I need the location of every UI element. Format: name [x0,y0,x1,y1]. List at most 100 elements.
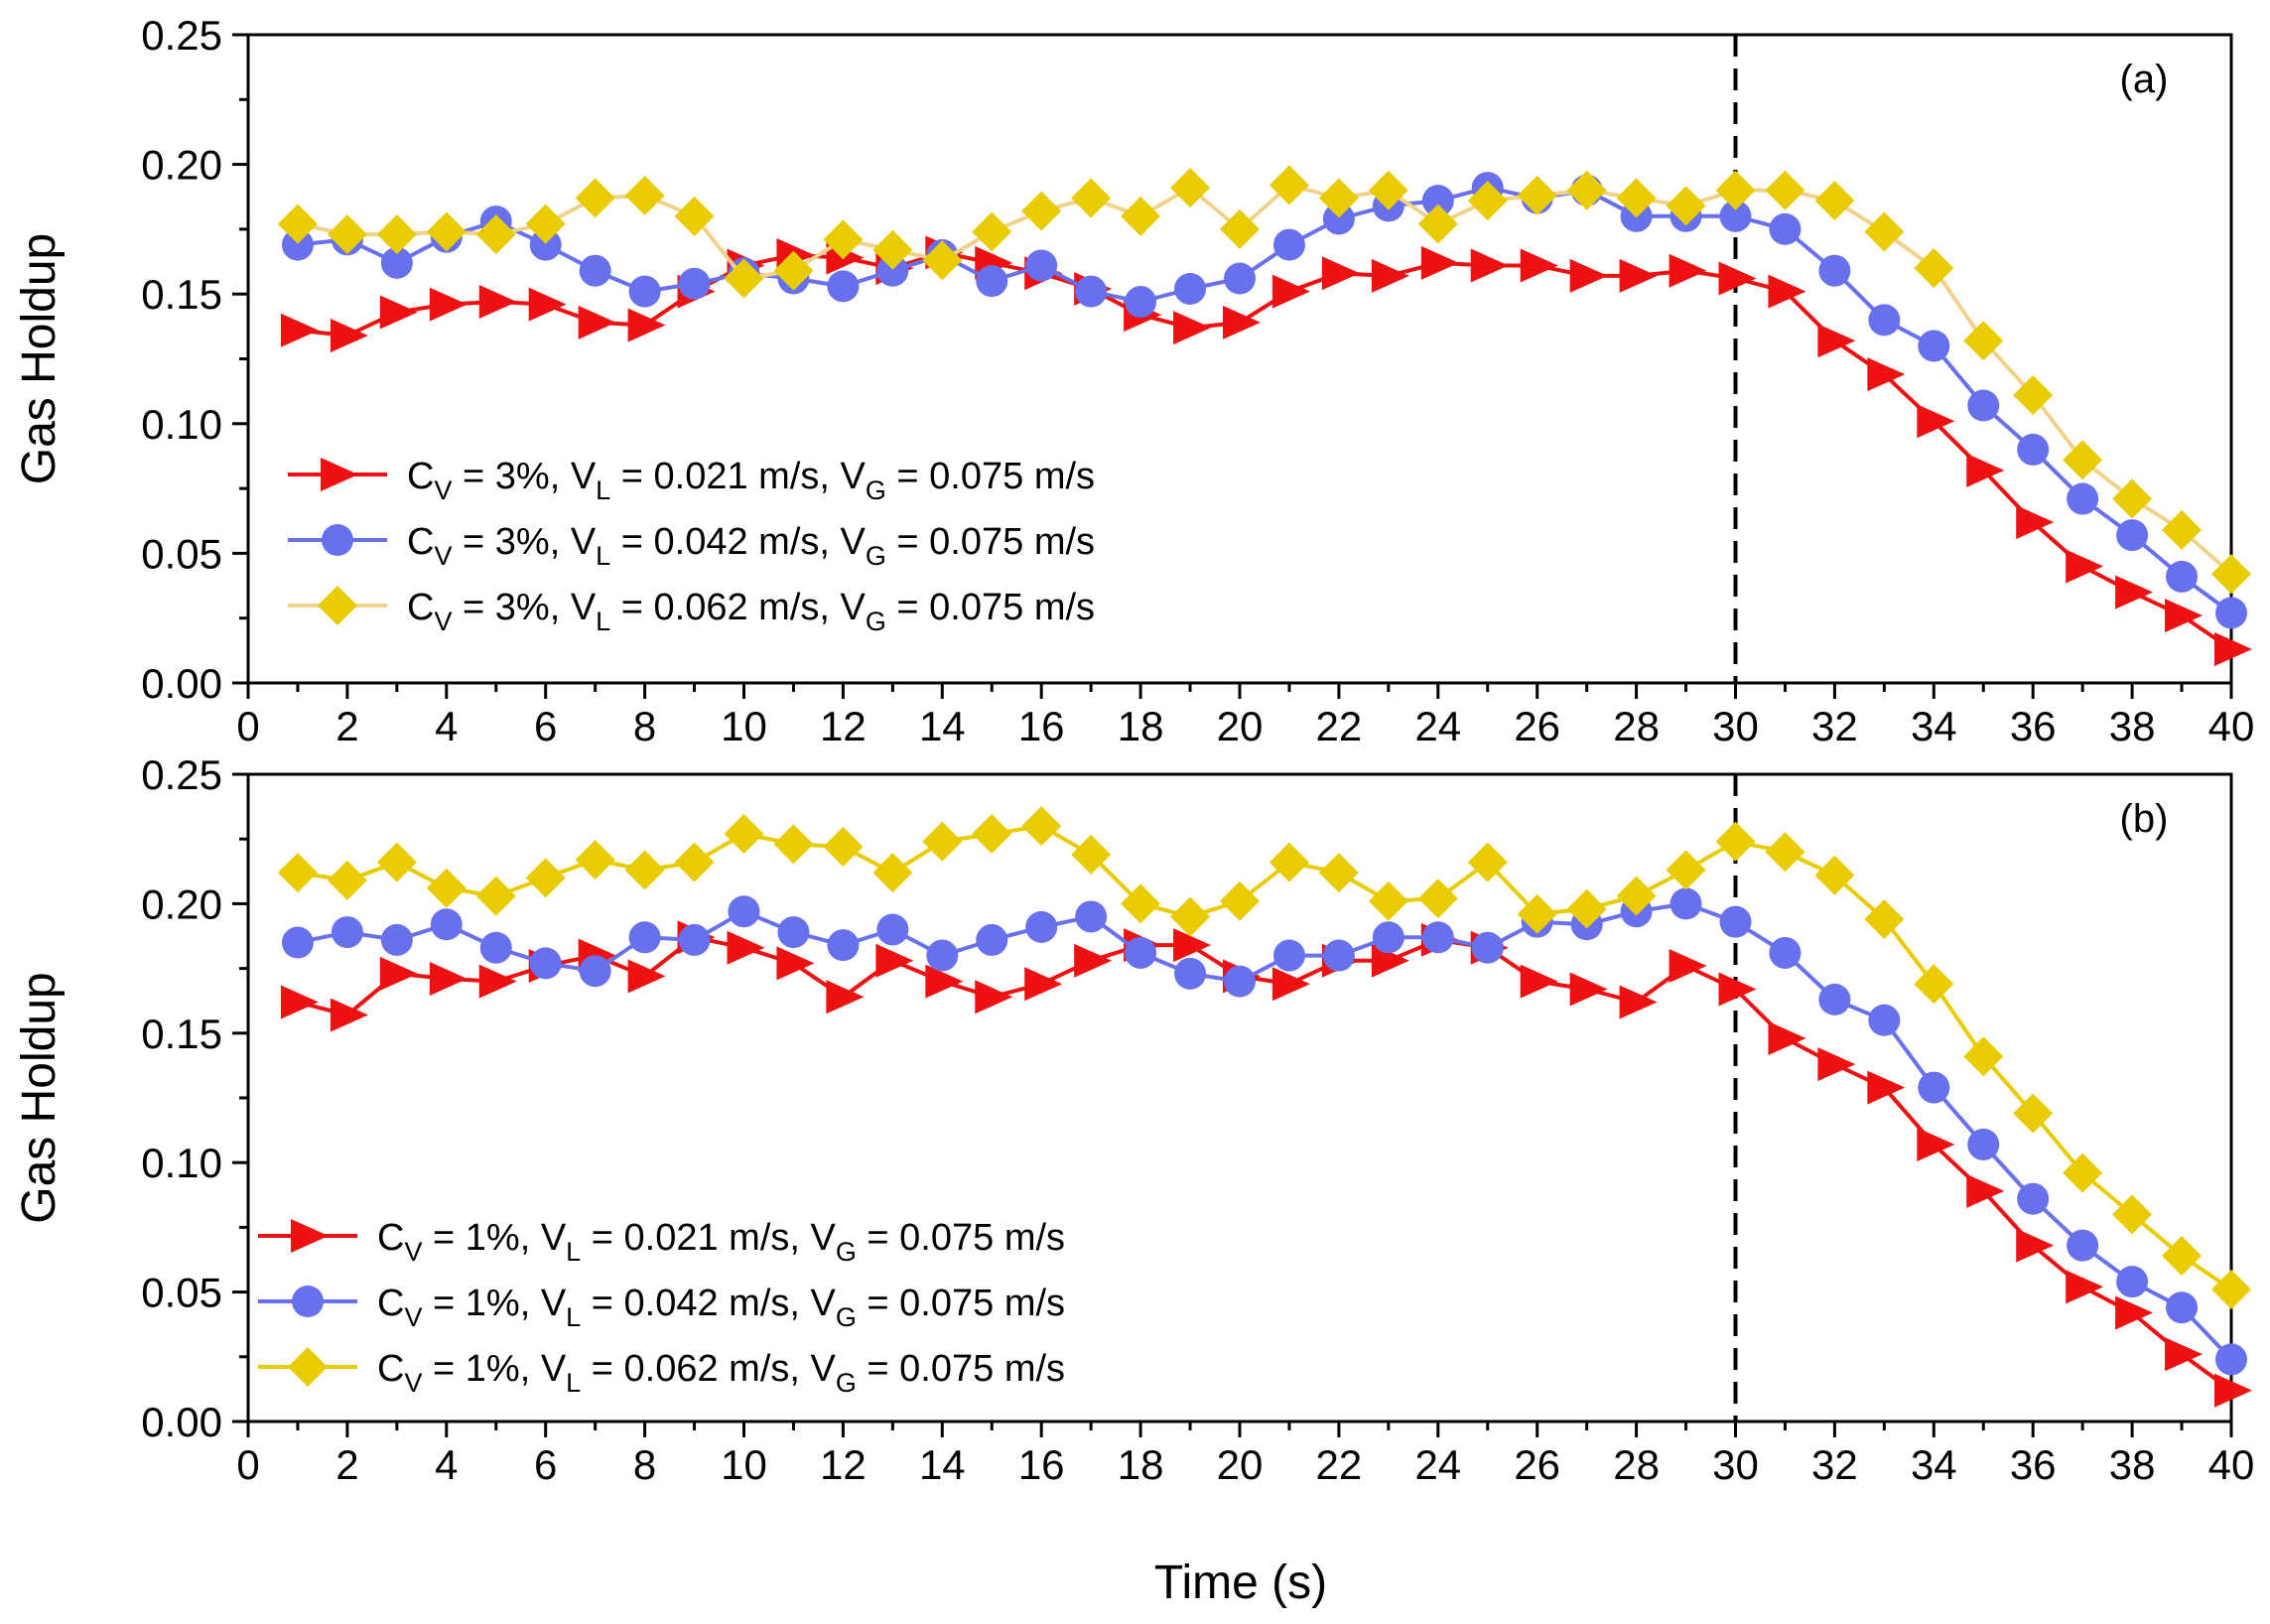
series-line [297,250,2233,651]
x-tick-label: 0 [236,1441,259,1488]
data-point [575,840,615,880]
data-point [2162,509,2203,550]
data-point [1918,330,1950,362]
x-tick-label: 24 [1414,703,1461,749]
x-tick-label: 22 [1316,1441,1363,1488]
data-point [1868,304,1901,337]
data-point [1372,921,1404,954]
y-tick-label: 0.00 [141,1399,222,1445]
data-point [975,980,1013,1015]
data-point [1718,261,1757,296]
series-3 [277,165,2251,595]
series-line [297,824,2233,1291]
x-tick-label: 8 [633,1441,656,1488]
data-point [1421,185,1454,217]
data-point [2067,482,2099,515]
data-point [976,265,1008,298]
data-point [1864,899,1905,940]
data-point [1616,876,1657,916]
data-point [922,821,963,862]
x-tick-label: 30 [1712,703,1759,749]
data-point [872,229,913,270]
x-tick-label: 34 [1911,1441,1957,1488]
series-3 [277,806,2251,1309]
data-point [379,295,418,330]
data-point [281,228,314,261]
series-1 [280,920,2252,1408]
x-tick-label: 20 [1217,1441,1264,1488]
data-point [479,931,512,964]
data-point [724,813,764,854]
data-point [1619,985,1658,1019]
x-tick-label: 28 [1613,1441,1660,1488]
data-point [1075,900,1108,933]
data-point [579,955,611,988]
data-point [1520,248,1558,283]
data-point [1818,254,1851,287]
x-tick-label: 34 [1911,703,1957,749]
legend-label: CV = 1%, VL = 0.062 m/s, VG = 0.075 m/s [377,1348,1065,1398]
data-point [872,853,913,893]
y-tick-label: 0.15 [141,271,222,318]
chart-panel-a: 0 2 4 6 8 10 12 14 16 18 20 22 24 26 28 30 32 34 36 38 400.0… [13,12,2254,749]
data-point [1174,957,1207,990]
x-tick-label: 32 [1811,703,1858,749]
x-tick-label: 36 [2010,1441,2057,1488]
data-point [1173,311,1212,345]
data-point [2215,1343,2247,1376]
data-point [1368,880,1408,921]
data-point [1669,253,1707,288]
x-tick-label: 20 [1217,703,1264,749]
data-point [330,998,368,1032]
data-point [280,313,319,347]
y-tick-label: 0.05 [141,530,222,577]
data-point [2063,1152,2103,1193]
data-point [1963,1036,2004,1077]
data-point [1769,212,1802,245]
data-point [1914,964,1954,1005]
y-tick-label: 0.10 [141,1140,222,1186]
data-point [280,985,319,1019]
x-tick-label: 4 [435,703,458,749]
data-point [1223,305,1261,339]
data-point [1371,258,1409,293]
data-point [1421,921,1454,954]
data-point [529,228,562,261]
data-point [1173,928,1212,963]
data-point [578,305,616,339]
data-point [1075,275,1108,308]
x-tick-label: 2 [335,703,358,749]
y-tick-label: 0.15 [141,1011,222,1057]
data-point [827,929,860,962]
data-point [624,850,665,890]
data-point [1814,855,1855,895]
data-point [1021,806,1062,847]
y-tick-label: 0.10 [141,401,222,448]
legend-label: CV = 3%, VL = 0.042 m/s, VG = 0.075 m/s [407,521,1095,571]
data-point [1569,972,1608,1007]
data-point [579,254,611,287]
data-point [1470,248,1509,283]
data-point [1669,948,1707,983]
data-point [1864,211,1905,252]
data-point [1818,983,1851,1015]
x-tick-label: 12 [820,1441,867,1488]
data-point [2013,375,2054,416]
x-tick-label: 28 [1613,703,1660,749]
x-tick-label: 32 [1811,1441,1858,1488]
data-point [827,270,860,303]
data-point [823,219,864,260]
y-axis-title: Gas Holdup [13,972,66,1223]
y-tick-label: 0.25 [141,12,222,59]
data-point [1520,964,1558,999]
data-point [1868,1004,1901,1036]
data-point [1321,256,1360,291]
data-point [429,962,467,997]
data-point [627,308,666,342]
data-point [1024,967,1063,1002]
data-point [1322,203,1355,235]
data-point [478,285,517,320]
data-point [1121,196,1161,236]
legend-marker [322,524,353,556]
x-tick-label: 26 [1514,703,1560,749]
